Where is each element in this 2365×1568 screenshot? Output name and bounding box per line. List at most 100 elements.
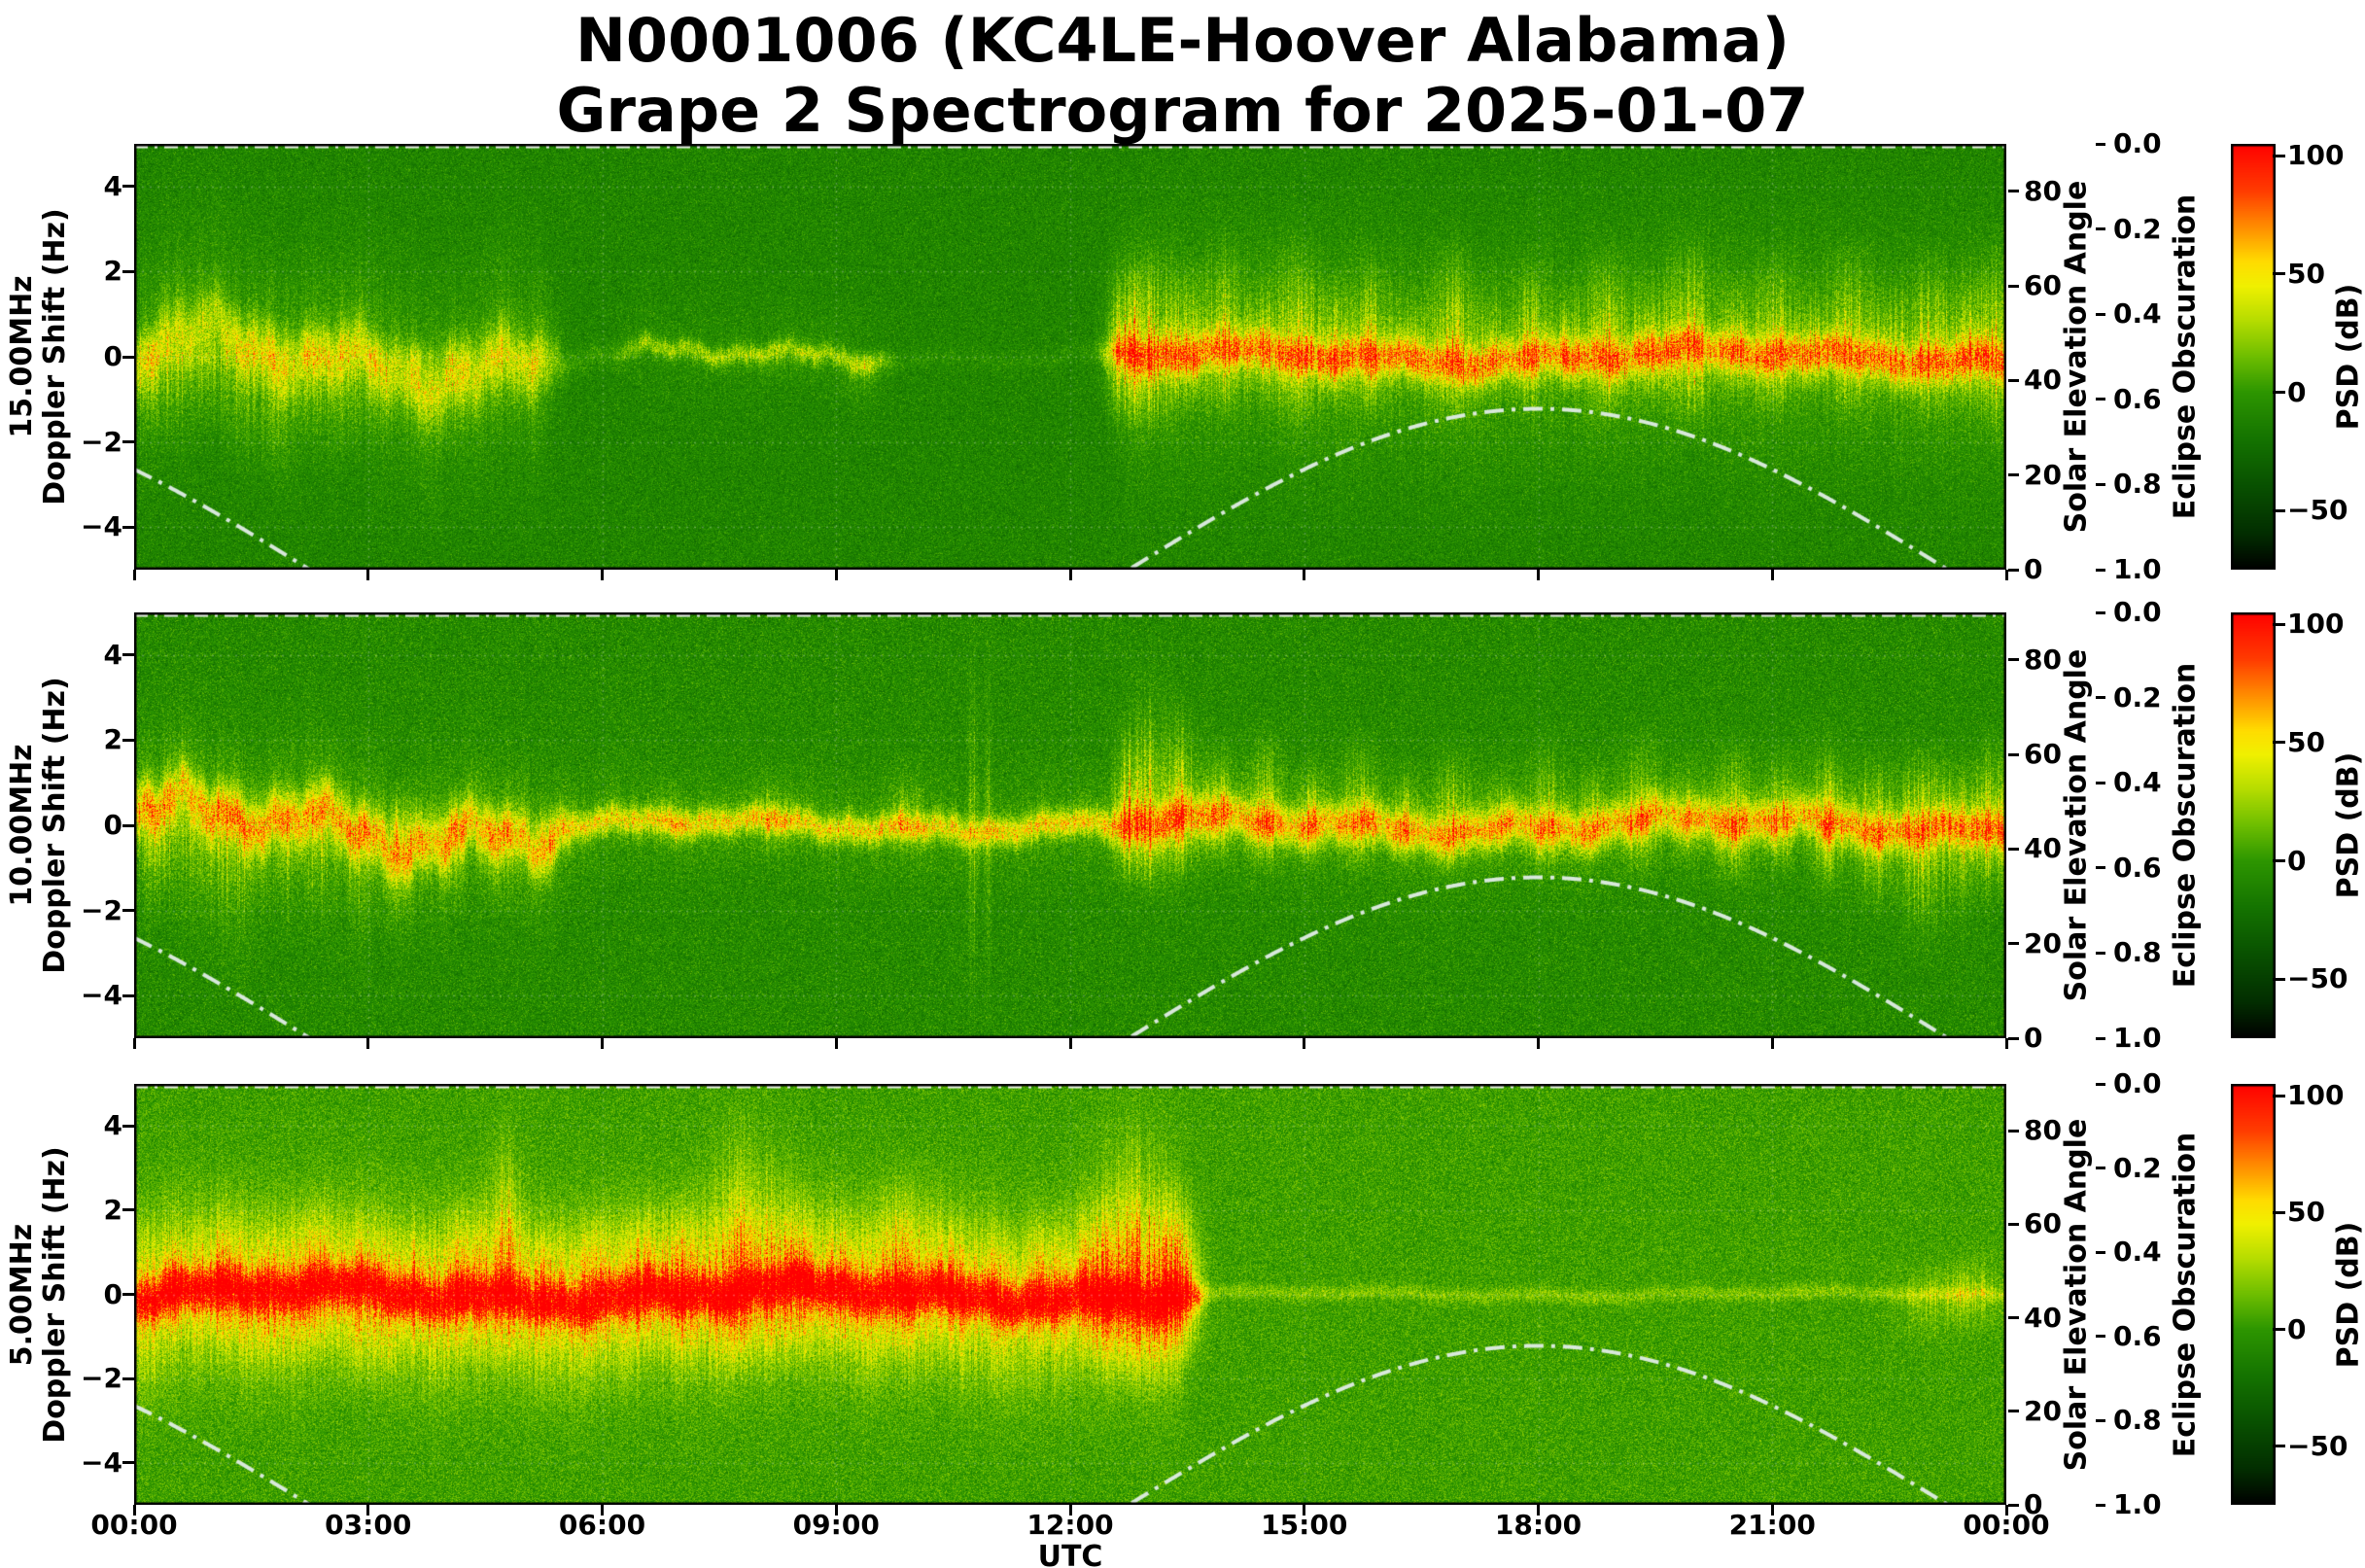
psd-tick-label: 50 xyxy=(2287,257,2325,290)
solar-elevation-tick-label: 80 xyxy=(2024,1114,2062,1147)
psd-tick-label: −50 xyxy=(2287,1429,2348,1462)
eclipse-obscuration-tick-label: 0.0 xyxy=(2113,127,2162,159)
psd-tick-label: 100 xyxy=(2287,608,2345,641)
eclipse-obscuration-tick-label: 0.6 xyxy=(2113,851,2162,884)
solar-elevation-tick-mark xyxy=(2008,473,2019,477)
solar-elevation-tick-mark xyxy=(2008,1410,2019,1413)
spectrogram-canvas-10mhz xyxy=(134,612,2006,1038)
doppler-tick-mark xyxy=(122,1376,134,1380)
eclipse-obscuration-tick-label: 1.0 xyxy=(2113,1022,2162,1054)
panel-5mhz: 5.00MHz Doppler Shift (Hz) Solar Elevati… xyxy=(0,1068,2365,1520)
doppler-tick-label: −4 xyxy=(81,510,122,543)
x-tick-label: 21:00 xyxy=(1728,1509,1816,1541)
doppler-tick-mark xyxy=(122,1124,134,1128)
solar-elevation-tick-label: 60 xyxy=(2024,738,2062,770)
eclipse-obscuration-tick-label: 0.2 xyxy=(2113,212,2162,245)
doppler-tick-mark xyxy=(122,738,134,742)
doppler-tick-label: 4 xyxy=(103,638,122,671)
doppler-tick-label: 2 xyxy=(103,1193,122,1226)
eclipse-obscuration-tick-label: 0.0 xyxy=(2113,596,2162,628)
psd-tick-label: −50 xyxy=(2287,494,2348,527)
psd-tick-mark xyxy=(2273,622,2285,626)
psd-tick-mark xyxy=(2273,1328,2285,1332)
x-tick-mark xyxy=(366,570,370,580)
doppler-tick-label: 2 xyxy=(103,723,122,756)
psd-tick-mark xyxy=(2273,741,2285,745)
eclipse-obscuration-tick-label: 0.2 xyxy=(2113,1151,2162,1184)
doppler-tick-label: −4 xyxy=(81,1446,122,1479)
psd-tick-mark xyxy=(2273,859,2285,862)
doppler-tick-mark xyxy=(122,269,134,273)
psd-tick-mark xyxy=(2273,1094,2285,1098)
solar-elevation-tick-label: 0 xyxy=(2024,1488,2043,1520)
doppler-tick-mark xyxy=(122,185,134,189)
psd-tick-mark xyxy=(2273,1445,2285,1448)
eclipse-obscuration-tick-mark xyxy=(2096,227,2105,231)
doppler-tick-mark xyxy=(122,823,134,827)
eclipse-obscuration-tick-label: 0.4 xyxy=(2113,297,2162,331)
x-tick-mark xyxy=(1303,1505,1306,1516)
psd-axis-label: PSD (dB) xyxy=(2331,1221,2365,1368)
eclipse-obscuration-tick-mark xyxy=(2096,1082,2105,1086)
solar-elevation-tick-label: 20 xyxy=(2024,458,2062,491)
eclipse-obscuration-tick-label: 0.4 xyxy=(2113,1236,2162,1269)
doppler-tick-label: 0 xyxy=(103,809,122,841)
solar-elevation-tick-mark xyxy=(2008,378,2019,382)
psd-axis-label: PSD (dB) xyxy=(2331,751,2365,899)
psd-axis-label: PSD (dB) xyxy=(2331,283,2365,431)
x-tick-mark xyxy=(601,570,604,580)
x-tick-mark xyxy=(132,1505,136,1516)
solar-elevation-tick-label: 0 xyxy=(2024,1022,2043,1054)
eclipse-obscuration-tick-mark xyxy=(2096,610,2105,614)
psd-tick-mark xyxy=(2273,391,2285,394)
eclipse-obscuration-tick-label: 0.8 xyxy=(2113,936,2162,969)
doppler-tick-label: 0 xyxy=(103,1277,122,1310)
x-tick-mark xyxy=(1068,1038,1072,1049)
x-tick-mark xyxy=(601,1038,604,1049)
figure-title-line1: N0001006 (KC4LE-Hoover Alabama) xyxy=(574,5,1791,76)
psd-tick-label: 50 xyxy=(2287,725,2325,758)
solar-elevation-tick-mark xyxy=(2008,942,2019,946)
doppler-tick-mark xyxy=(122,1293,134,1296)
psd-tick-label: 100 xyxy=(2287,1079,2345,1112)
eclipse-obscuration-tick-mark xyxy=(2096,1503,2105,1507)
eclipse-obscuration-tick-mark xyxy=(2096,1335,2105,1339)
solar-elevation-tick-label: 20 xyxy=(2024,926,2062,959)
eclipse-obscuration-tick-label: 0.6 xyxy=(2113,1319,2162,1352)
eclipse-obscuration-tick-mark xyxy=(2096,866,2105,870)
x-tick-mark xyxy=(1068,570,1072,580)
solar-elevation-tick-mark xyxy=(2008,752,2019,756)
x-tick-mark xyxy=(132,570,136,580)
x-tick-mark xyxy=(1537,1505,1540,1516)
x-tick-mark xyxy=(1303,570,1306,580)
x-tick-mark xyxy=(834,570,838,580)
eclipse-obscuration-tick-mark xyxy=(2096,1418,2105,1422)
solar-elevation-tick-mark xyxy=(2008,1316,2019,1320)
psd-tick-label: 50 xyxy=(2287,1196,2325,1229)
solar-elevation-tick-label: 0 xyxy=(2024,553,2043,585)
eclipse-obscuration-tick-mark xyxy=(2096,568,2105,572)
eclipse-obscuration-tick-label: 0.2 xyxy=(2113,680,2162,714)
eclipse-obscuration-tick-label: 1.0 xyxy=(2113,553,2162,585)
doppler-tick-mark xyxy=(122,993,134,997)
x-tick-mark xyxy=(1770,570,1774,580)
doppler-tick-mark xyxy=(122,1208,134,1212)
x-tick-mark xyxy=(1537,1038,1540,1049)
psd-tick-label: 0 xyxy=(2287,844,2307,877)
eclipse-obscuration-tick-mark xyxy=(2096,1167,2105,1170)
x-tick-mark xyxy=(366,1505,370,1516)
x-tick-mark xyxy=(834,1505,838,1516)
solar-elevation-tick-mark xyxy=(2008,1222,2019,1226)
x-tick-mark xyxy=(2004,570,2008,580)
psd-tick-mark xyxy=(2273,154,2285,157)
solar-elevation-tick-mark xyxy=(2008,284,2019,288)
eclipse-obscuration-tick-label: 0.8 xyxy=(2113,468,2162,501)
x-tick-mark xyxy=(1537,570,1540,580)
x-tick-mark xyxy=(132,1038,136,1049)
x-tick-label: 00:00 xyxy=(1963,1509,2050,1541)
colorbar-canvas-15mhz xyxy=(2231,144,2276,570)
x-tick-mark xyxy=(1303,1038,1306,1049)
solar-elevation-tick-mark xyxy=(2008,1129,2019,1132)
psd-tick-mark xyxy=(2273,508,2285,512)
